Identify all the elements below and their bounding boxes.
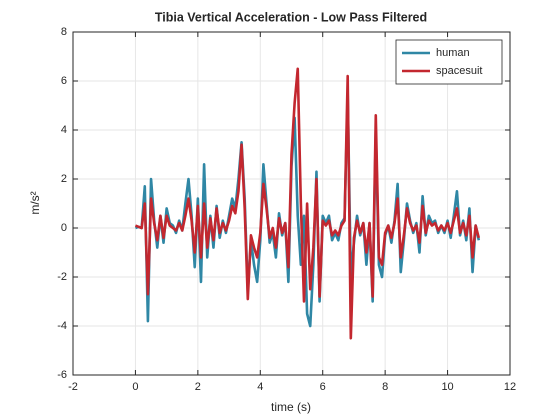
y-tick-label: 4 (61, 124, 67, 136)
series-line (134, 67, 481, 340)
y-tick-label: -2 (57, 271, 67, 283)
plot-frame (72, 31, 511, 376)
x-tick-label: 4 (257, 381, 263, 393)
x-tick-label: 12 (504, 381, 516, 393)
legend-label: spacesuit (436, 65, 482, 77)
x-tick-label: 0 (132, 381, 138, 393)
legend-box (395, 39, 503, 85)
x-tick-label: 8 (382, 381, 388, 393)
chart-title: Tibia Vertical Acceleration - Low Pass F… (155, 10, 427, 24)
y-tick-label: -4 (57, 320, 67, 332)
x-axis-label: time (s) (271, 400, 311, 414)
x-tick-label: 10 (441, 381, 453, 393)
y-tick-label: 0 (61, 222, 67, 234)
y-tick-label: -6 (57, 369, 67, 381)
x-tick-label: 2 (195, 381, 201, 393)
y-tick-label: 6 (61, 75, 67, 87)
x-tick-label: 6 (320, 381, 326, 393)
y-tick-label: 8 (61, 26, 67, 38)
y-axis-label: m/s² (28, 191, 42, 214)
y-tick-label: 2 (61, 173, 67, 185)
legend-label: human (436, 47, 470, 59)
x-tick-label: -2 (68, 381, 78, 393)
